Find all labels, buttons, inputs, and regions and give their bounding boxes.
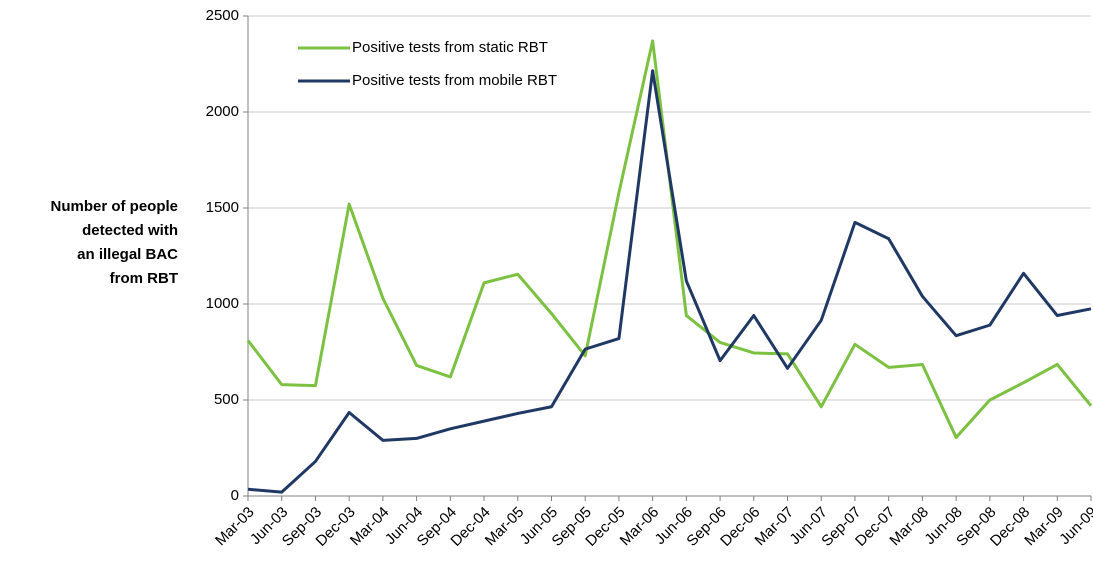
x-tick-label: Mar-07 — [752, 504, 798, 550]
x-tick-label: Mar-03 — [212, 504, 258, 550]
y-tick-label: 1000 — [206, 295, 239, 312]
x-tick-label: Mar-06 — [617, 504, 663, 550]
series-line — [247, 69, 1092, 494]
y-axis-label: Number of people — [50, 198, 178, 215]
x-tick-label: Mar-05 — [482, 504, 528, 550]
legend-label: Positive tests from mobile RBT — [352, 72, 557, 89]
x-tick-label: Mar-04 — [347, 504, 393, 550]
y-tick-label: 2500 — [206, 7, 239, 24]
y-tick-label: 1500 — [206, 199, 239, 216]
y-axis-label: an illegal BAC — [77, 246, 178, 263]
y-tick-label: 500 — [214, 391, 239, 408]
legend-label: Positive tests from static RBT — [352, 39, 548, 56]
y-tick-label: 0 — [231, 487, 239, 504]
x-tick-label: Mar-09 — [1021, 504, 1067, 550]
x-tick-label: Jun-09 — [1056, 504, 1093, 548]
y-axis-label: detected with — [82, 222, 178, 239]
y-tick-label: 2000 — [206, 103, 239, 120]
series-line — [246, 39, 1093, 439]
y-axis-label: from RBT — [110, 270, 178, 287]
x-tick-label: Mar-08 — [886, 504, 932, 550]
